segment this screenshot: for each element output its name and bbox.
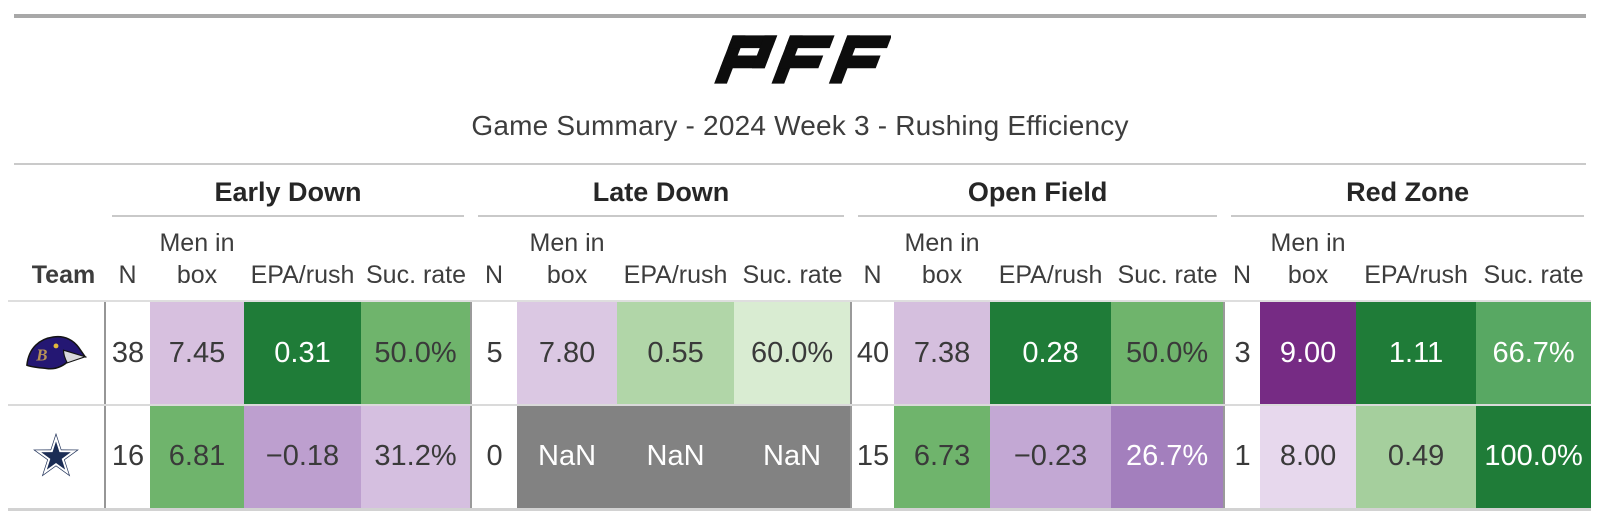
team-logo-cell	[8, 405, 106, 511]
col-header-epa-rush: EPA/rush	[1356, 217, 1477, 302]
group-header-early-down: Early Down	[105, 165, 471, 217]
col-header-men-in-box: Men in box	[150, 217, 244, 302]
group-header-spacer	[8, 165, 105, 217]
title-divider-rule	[14, 163, 1586, 165]
cell-redzone-epa-rush: 1.11	[1356, 301, 1477, 406]
cell-open-men-in-box: 6.73	[894, 405, 991, 511]
cell-early-suc-rate: 50.0%	[361, 301, 473, 406]
col-header-n: N	[471, 217, 518, 302]
cell-redzone-suc-rate: 100.0%	[1476, 405, 1592, 511]
team-row-cowboys: 16 6.81 −0.18 31.2% 0 NaN NaN NaN 15 6.7…	[8, 405, 1592, 511]
pff-logo-icon	[714, 35, 891, 84]
cell-early-n: 16	[105, 405, 150, 511]
col-header-epa-rush: EPA/rush	[244, 217, 361, 302]
col-header-suc-rate: Suc. rate	[361, 217, 472, 302]
cell-early-n: 38	[105, 301, 150, 406]
group-header-open-field: Open Field	[851, 165, 1224, 217]
cell-late-suc-rate: 60.0%	[734, 301, 853, 406]
cell-open-epa-rush: 0.28	[990, 301, 1112, 406]
ravens-logo-icon: B	[8, 302, 104, 404]
cell-late-epa-rush: NaN	[617, 405, 735, 511]
rushing-efficiency-table: Early Down Late Down Open Field Red Zone…	[8, 165, 1592, 511]
team-row-ravens: B 38 7.45 0.31 50.0% 5 7.80 0.55 60.0% 4…	[8, 301, 1592, 406]
cell-redzone-men-in-box: 9.00	[1260, 301, 1357, 406]
group-header-late-down: Late Down	[471, 165, 851, 217]
cell-early-epa-rush: 0.31	[244, 301, 361, 406]
cell-late-epa-rush: 0.55	[617, 301, 735, 406]
cell-redzone-epa-rush: 0.49	[1356, 405, 1477, 511]
cell-open-n: 40	[851, 301, 895, 406]
col-header-n: N	[851, 217, 895, 302]
cell-redzone-n: 1	[1224, 405, 1261, 511]
group-header-red-zone: Red Zone	[1224, 165, 1591, 217]
col-header-suc-rate: Suc. rate	[1476, 217, 1592, 302]
col-header-suc-rate: Suc. rate	[1111, 217, 1225, 302]
col-header-n: N	[105, 217, 150, 302]
cell-redzone-men-in-box: 8.00	[1260, 405, 1357, 511]
page-title: Game Summary - 2024 Week 3 - Rushing Eff…	[471, 110, 1129, 141]
cell-open-n: 15	[851, 405, 895, 511]
col-header-epa-rush: EPA/rush	[617, 217, 735, 302]
cell-late-men-in-box: NaN	[517, 405, 618, 511]
col-header-team: Team	[8, 217, 105, 302]
cell-open-suc-rate: 50.0%	[1111, 301, 1226, 406]
cell-open-epa-rush: −0.23	[990, 405, 1112, 511]
svg-text:B: B	[35, 346, 47, 365]
cell-late-men-in-box: 7.80	[517, 301, 618, 406]
cell-open-men-in-box: 7.38	[894, 301, 991, 406]
col-header-men-in-box: Men in box	[894, 217, 991, 302]
column-header-row: Team N Men in box EPA/rush Suc. rate N M…	[8, 217, 1592, 302]
cell-late-suc-rate: NaN	[734, 405, 853, 511]
cell-early-epa-rush: −0.18	[244, 405, 361, 511]
cell-early-men-in-box: 7.45	[150, 301, 244, 406]
cell-redzone-suc-rate: 66.7%	[1476, 301, 1592, 406]
cell-redzone-n: 3	[1224, 301, 1261, 406]
top-divider-bar	[14, 14, 1586, 18]
group-header-row: Early Down Late Down Open Field Red Zone	[8, 165, 1591, 217]
cell-late-n: 5	[471, 301, 518, 406]
cell-late-n: 0	[471, 405, 518, 511]
cell-early-men-in-box: 6.81	[150, 405, 244, 511]
cell-early-suc-rate: 31.2%	[361, 405, 473, 511]
cell-open-suc-rate: 26.7%	[1111, 405, 1226, 511]
col-header-men-in-box: Men in box	[517, 217, 618, 302]
col-header-n: N	[1224, 217, 1261, 302]
col-header-men-in-box: Men in box	[1260, 217, 1357, 302]
col-header-suc-rate: Suc. rate	[734, 217, 852, 302]
col-header-epa-rush: EPA/rush	[990, 217, 1112, 302]
team-logo-cell: B	[8, 301, 106, 406]
pff-logo	[0, 31, 1600, 89]
cowboys-star-icon	[8, 406, 104, 508]
